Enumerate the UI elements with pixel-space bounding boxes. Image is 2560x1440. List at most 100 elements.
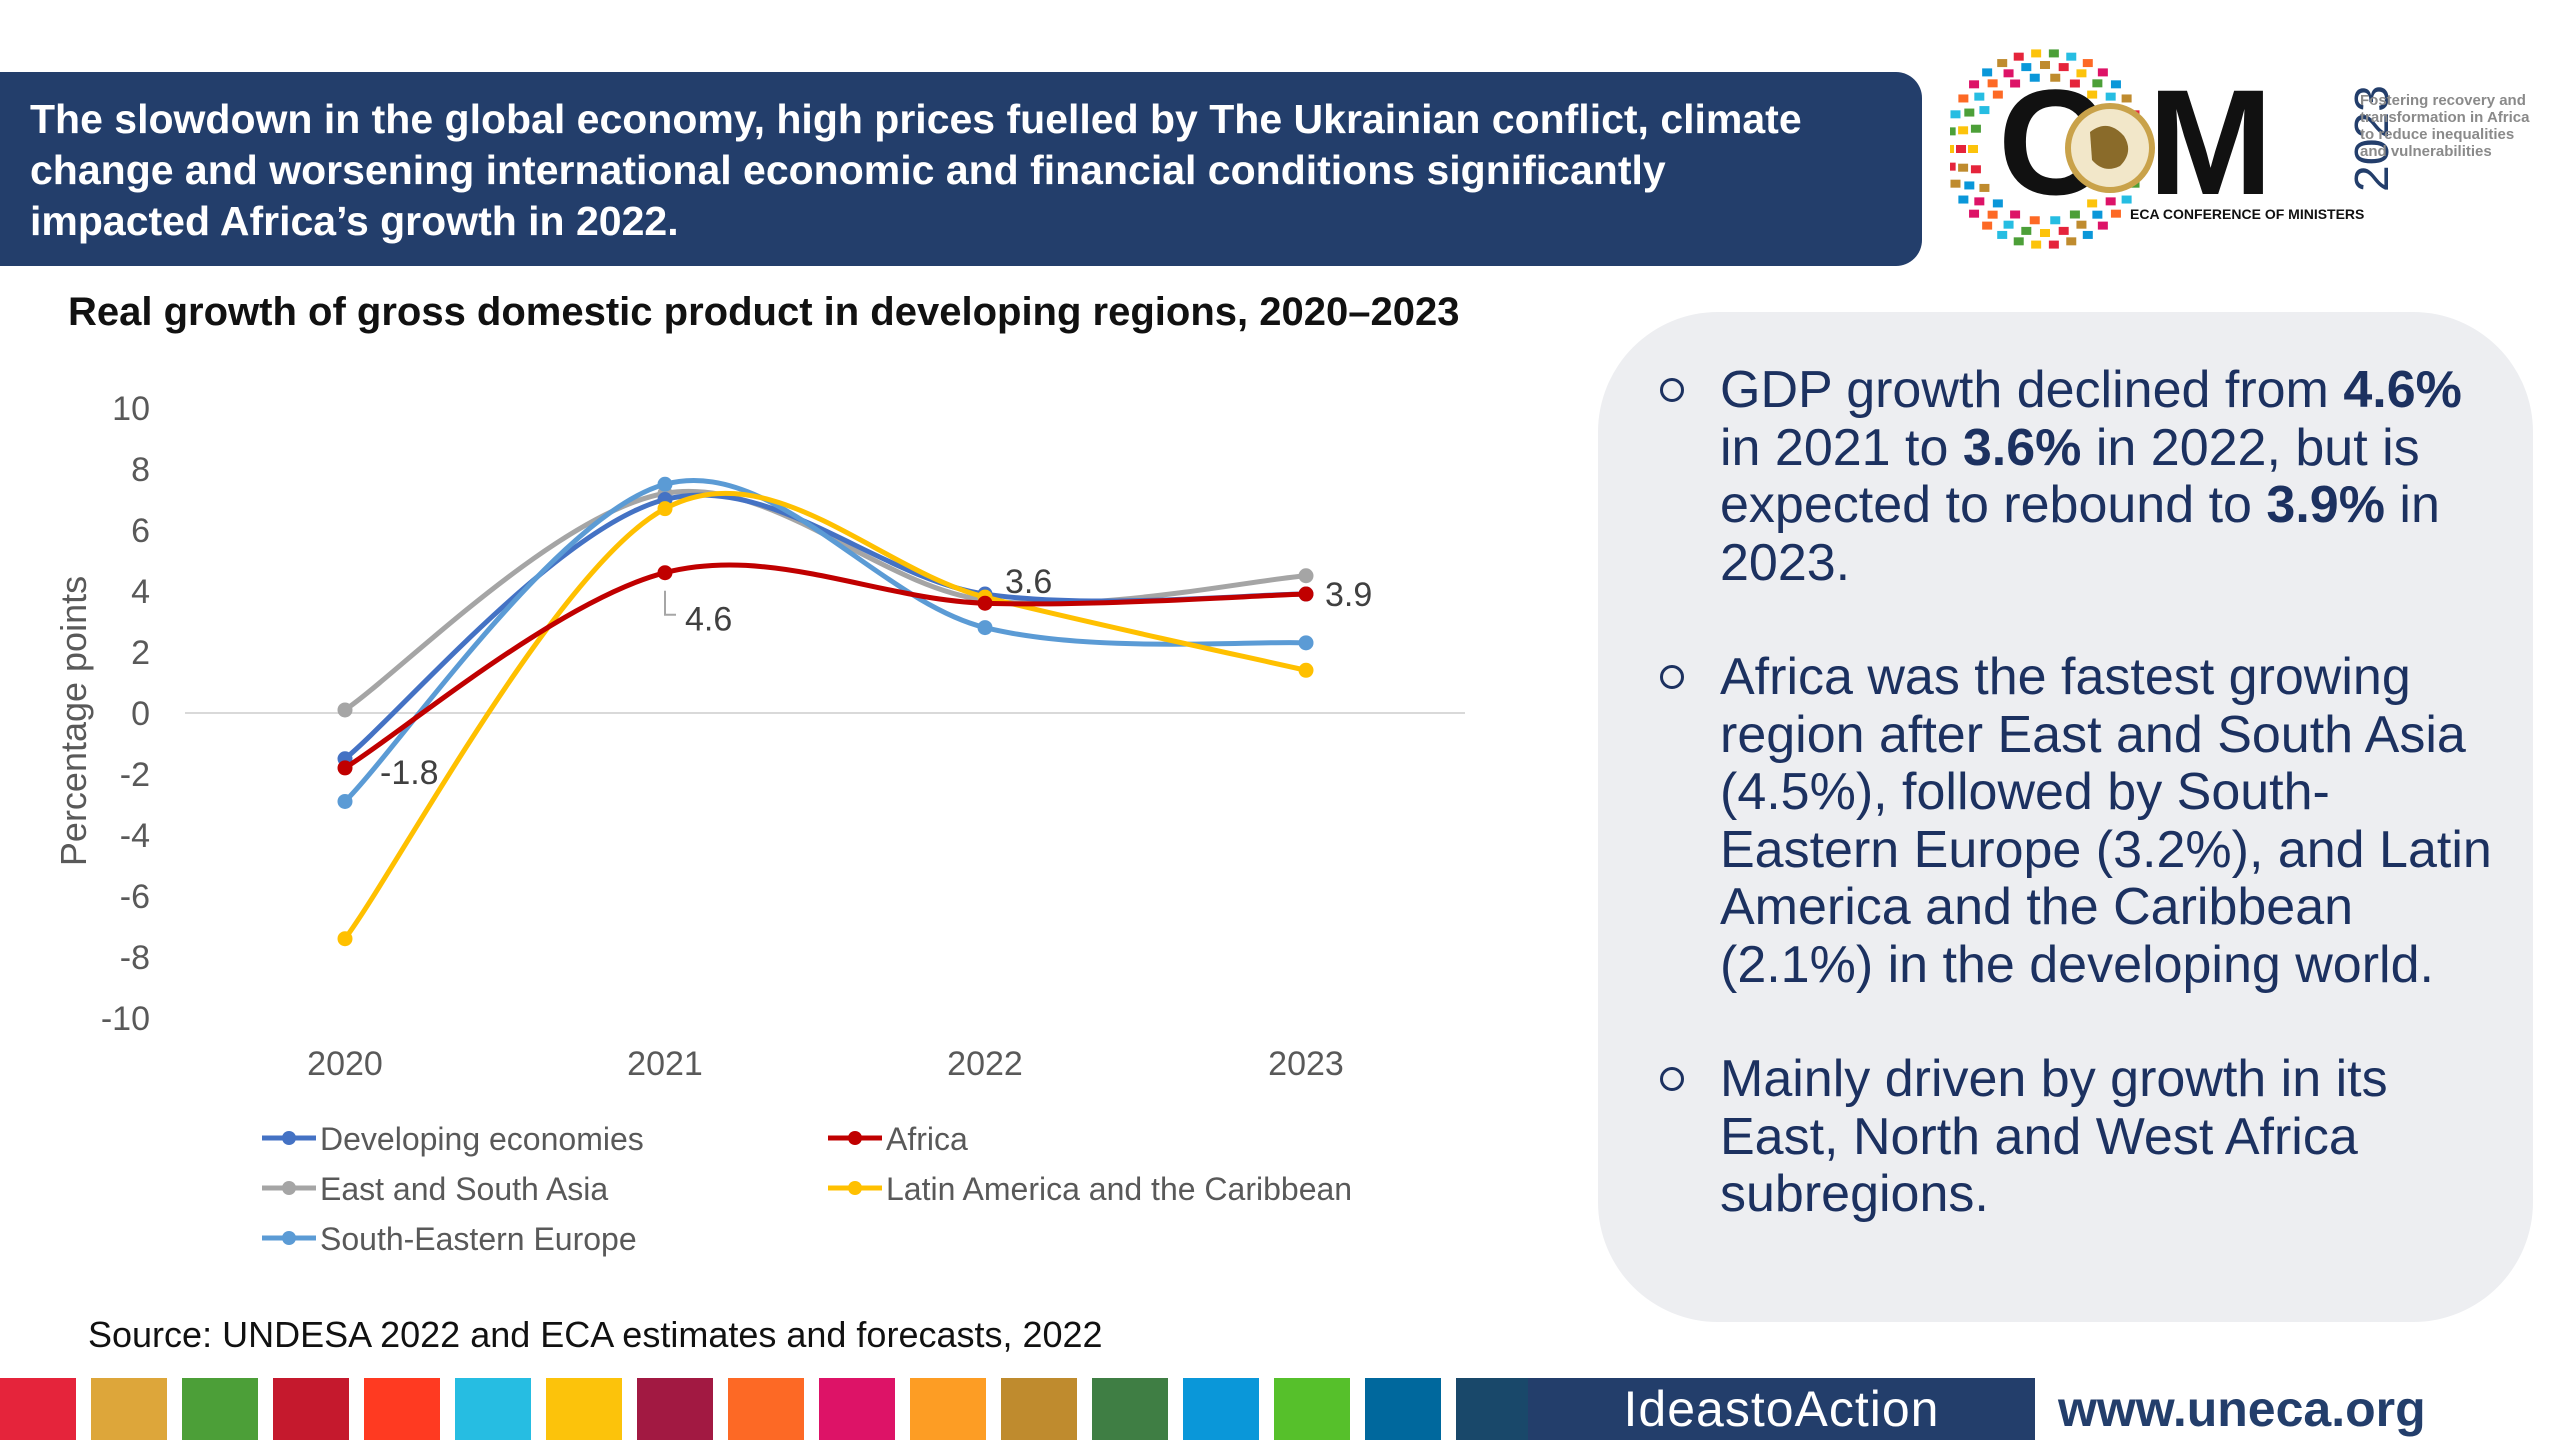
logo-year: 2023 <box>2346 85 2399 192</box>
legend-swatch-dot <box>282 1231 296 1245</box>
bullet-circle-icon <box>1660 378 1684 402</box>
sdg-color-swatch <box>364 1378 440 1440</box>
y-tick-label: 2 <box>131 634 150 672</box>
logo-dot <box>1958 94 1969 103</box>
y-tick-label: 8 <box>131 451 150 489</box>
logo-dot <box>1950 179 1961 188</box>
finding-segment: Africa was the fastest growing region af… <box>1720 648 2492 994</box>
data-label: 3.6 <box>1005 563 1052 601</box>
logo-dot <box>2048 49 2059 58</box>
logo-dot <box>2013 237 2024 246</box>
logo-dot <box>1997 59 2008 68</box>
finding-highlight: 4.6% <box>2343 361 2462 419</box>
finding-bullet-2: Africa was the fastest growing region af… <box>1660 648 2493 994</box>
logo-dot <box>2021 63 2032 72</box>
y-tick-label: -2 <box>120 756 150 794</box>
ideas-to-action-badge: IdeastoAction <box>1528 1378 2035 1440</box>
logo-dot <box>2082 230 2093 239</box>
logo-dot <box>2003 69 2014 78</box>
sdg-color-swatch <box>273 1378 349 1440</box>
y-tick-label: 4 <box>131 573 150 611</box>
logo-dot <box>2110 80 2121 89</box>
sdg-color-swatch <box>0 1378 76 1440</box>
data-point <box>1298 586 1314 602</box>
logo-dot <box>2029 216 2040 225</box>
series-latin-america-and-the-caribbean <box>337 490 1314 947</box>
y-tick-label: -8 <box>120 939 150 977</box>
logo-dot <box>1950 110 1961 119</box>
logo-dot <box>2058 226 2069 235</box>
y-tick-label: 0 <box>131 695 150 733</box>
finding-text-2: Africa was the fastest growing region af… <box>1720 648 2492 994</box>
finding-segment: in 2021 to <box>1720 418 1963 477</box>
logo-dot <box>1982 221 1993 230</box>
sdg-color-swatch <box>182 1378 258 1440</box>
logo-dot <box>1979 106 1990 115</box>
legend-swatch-dot <box>848 1181 862 1195</box>
logo-dot <box>2040 229 2050 237</box>
logo-tagline-2: transformation in Africa <box>2360 109 2530 126</box>
logo-dot <box>2021 226 2032 235</box>
bullet-circle-icon <box>1660 665 1684 689</box>
finding-segment: in 2022, but is expected to rebound to <box>1720 418 2420 534</box>
finding-segment: in 2023. <box>1720 476 2440 592</box>
logo-dot <box>1969 209 1980 218</box>
logo-dot <box>2097 68 2108 77</box>
headline-line-1: The slowdown in the global economy, high… <box>30 96 1802 142</box>
logo-dot <box>2105 92 2116 101</box>
data-point <box>1298 662 1314 678</box>
data-point <box>657 565 673 581</box>
logo-dot <box>2050 73 2061 82</box>
logo-dot <box>1968 145 1978 153</box>
data-point <box>657 476 673 492</box>
logo-dot <box>2048 240 2059 249</box>
logo-tagline-4: and vulnerabilities <box>2360 143 2492 160</box>
logo-dot <box>2058 63 2069 72</box>
sdg-color-swatch <box>1001 1378 1077 1440</box>
logo-dot <box>1970 165 1981 174</box>
finding-text-3: Mainly driven by growth in its East, Nor… <box>1720 1050 2388 1223</box>
logo-dot <box>1950 145 1954 153</box>
logo-dot <box>1982 68 1993 77</box>
logo-dot <box>2092 79 2103 88</box>
website-link[interactable]: www.uneca.org <box>2058 1381 2426 1437</box>
logo-dot <box>2082 59 2093 68</box>
legend-label: Developing economies <box>320 1121 644 1157</box>
logo-dot <box>2076 220 2087 229</box>
logo-dot <box>2069 79 2080 88</box>
headline-banner: The slowdown in the global economy, high… <box>0 72 1922 266</box>
sdg-color-swatch <box>546 1378 622 1440</box>
x-tick-label: 2022 <box>947 1045 1023 1083</box>
legend-label: Africa <box>886 1121 968 1157</box>
logo-dot <box>2029 73 2040 82</box>
series-line-latin-america-and-the-caribbean <box>342 490 1307 941</box>
logo-dot <box>2076 69 2087 78</box>
data-point <box>977 595 993 611</box>
sdg-color-swatch <box>910 1378 986 1440</box>
logo-dot <box>1987 210 1998 219</box>
logo-dot <box>2031 49 2042 58</box>
logo-dot <box>1964 108 1975 117</box>
footer-bar: IdeastoAction www.uneca.org <box>0 1378 2560 1440</box>
legend-label: Latin America and the Caribbean <box>886 1171 1352 1207</box>
logo-dot <box>1958 163 1969 172</box>
x-tick-label: 2023 <box>1268 1045 1344 1083</box>
data-point <box>337 702 353 718</box>
key-findings-panel: GDP growth declined from 4.6% in 2021 to… <box>1598 312 2533 1322</box>
logo-tagline-3: to reduce inequalities <box>2360 126 2514 143</box>
headline-line-3: impacted Africa’s growth in 2022. <box>30 198 679 244</box>
logo-dot <box>1974 197 1985 206</box>
logo-dot <box>1987 79 1998 88</box>
y-tick-label: 6 <box>131 512 150 550</box>
y-tick-label: -6 <box>120 878 150 916</box>
com2023-logo: C M 2023 ECA CONFERENCE OF MINISTERS Fos… <box>1950 49 2530 249</box>
logo-dot <box>1958 195 1969 204</box>
legend-swatch-dot <box>848 1131 862 1145</box>
logo-dot <box>2110 209 2121 218</box>
logo-dot <box>2092 210 2103 219</box>
logo-dot <box>1950 127 1956 136</box>
data-label: 3.9 <box>1325 576 1372 614</box>
y-tick-label: 10 <box>112 390 150 428</box>
sdg-color-swatch <box>91 1378 167 1440</box>
logo-dot <box>2066 237 2077 246</box>
